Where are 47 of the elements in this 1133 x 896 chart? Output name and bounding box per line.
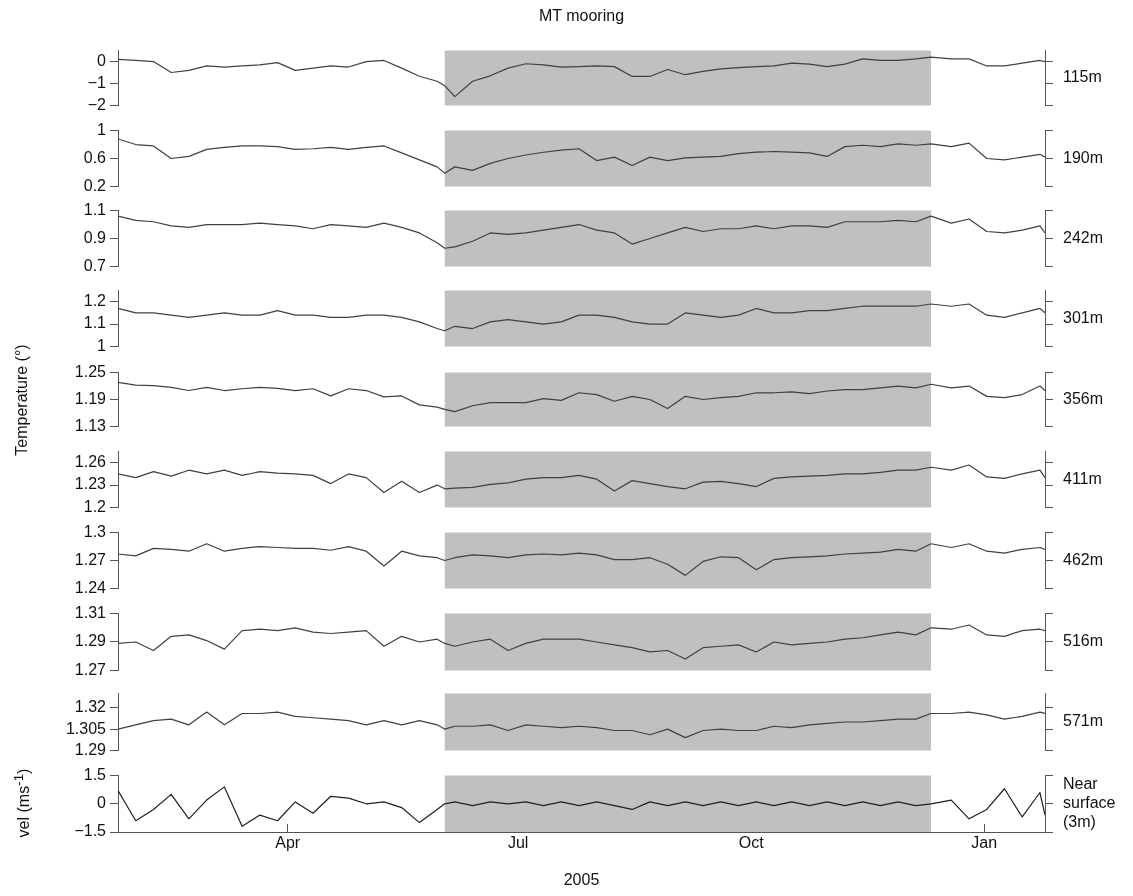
y-tick-label: 1.27 [74,660,107,678]
y-tick-label: 1.2 [83,292,107,310]
y-tick-label: 1 [97,336,107,354]
series-label: 356m [1063,389,1104,407]
y-tick-label: 0.9 [83,228,107,246]
y-tick-label: −1.5 [74,822,107,840]
x-tick-label: Apr [275,834,301,852]
x-tick-label: Jan [971,834,998,852]
x-tick-label: Jul [507,834,529,852]
y-tick-label: 0.7 [83,256,107,274]
y-tick-label: 1.305 [65,719,107,737]
y-tick-label: 1.2 [83,497,107,515]
series-label: 462m [1063,550,1104,568]
y-axis-title: Temperature (°) [13,343,31,456]
chart-title: MT mooring [537,7,626,25]
y-tick-label: −2 [87,95,107,113]
y-tick-label: 1.31 [74,604,107,622]
y-tick-label: 1.24 [74,578,107,596]
y-tick-label: 1.1 [83,314,107,332]
y-tick-label: 0.2 [83,176,107,194]
series-label: 242m [1063,228,1104,246]
y-tick-label: 1.5 [83,766,107,784]
series-label: 571m [1063,712,1104,730]
y-tick-label: 1.25 [74,363,107,381]
series-label: 516m [1063,632,1104,650]
y-tick-label: 1.29 [74,740,107,758]
y-tick-label: 1.26 [74,453,107,471]
y-tick-label: 1.32 [74,698,107,716]
y-tick-label: 1 [97,121,107,139]
series-label: 190m [1063,148,1104,166]
y-tick-label: 1.3 [83,523,107,541]
series-label: 411m [1063,469,1102,487]
y-tick-label: 1.23 [74,475,107,493]
series-label: 115m [1063,68,1102,86]
y-tick-label: 0 [97,794,107,812]
series-label: Near surface (3m) [1063,775,1116,831]
y-tick-label: 1.19 [74,389,107,407]
x-axis-title: 2005 [563,870,600,888]
x-tick-label: Oct [738,834,765,852]
y-tick-label: 0.6 [83,148,107,166]
y-tick-label: −1 [87,73,107,91]
y-tick-label: 1.29 [74,632,107,650]
y-tick-label: 1.27 [74,550,107,568]
y-tick-label: 0 [97,51,107,69]
series-label: 301m [1063,308,1104,326]
y-tick-label: 1.13 [74,416,107,434]
y-tick-label: 1.1 [83,201,107,219]
